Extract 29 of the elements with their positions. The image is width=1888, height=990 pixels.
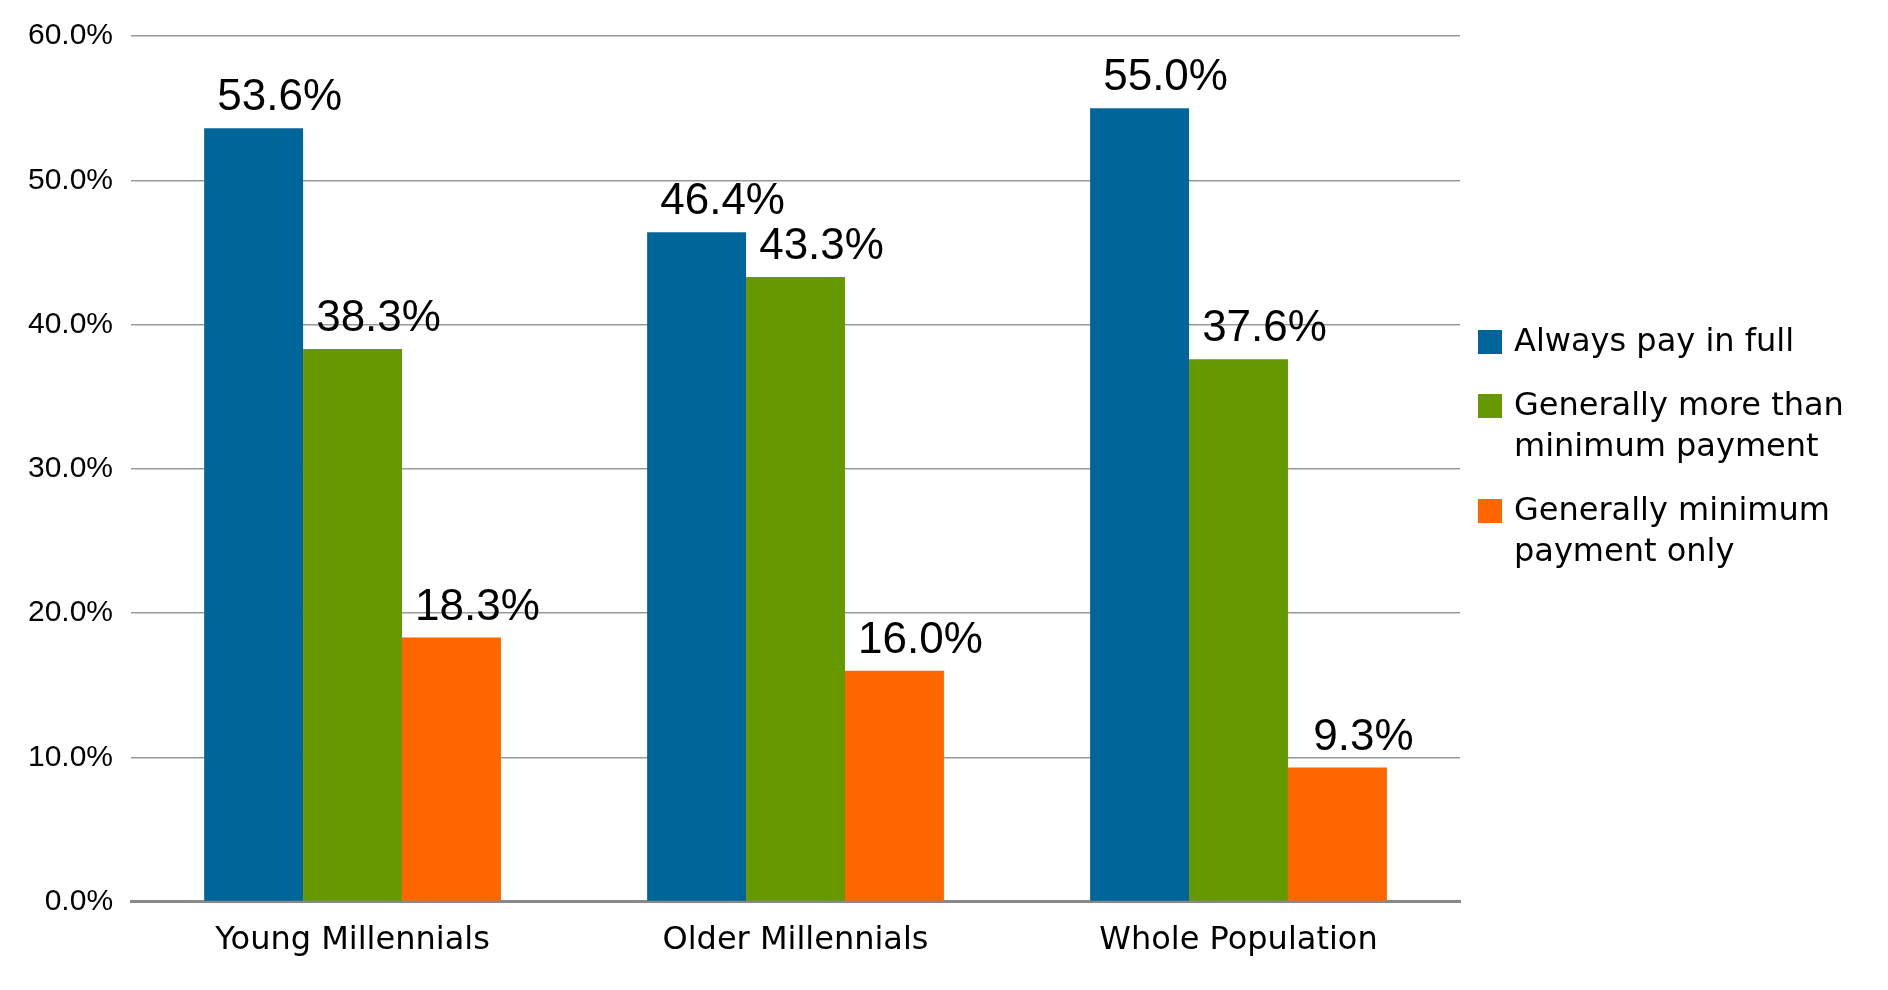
bar <box>1090 108 1190 901</box>
x-tick-label: Whole Population <box>1099 919 1378 958</box>
bar <box>647 232 747 901</box>
y-tick-label: 0.0% <box>44 882 114 916</box>
legend-label: Generally more than minimum payment <box>1514 383 1845 467</box>
data-label: 38.3% <box>316 291 441 341</box>
bar <box>204 128 304 901</box>
x-tick-label: Young Millennials <box>214 919 490 958</box>
bar <box>746 276 845 901</box>
y-tick-label: 30.0% <box>27 450 114 484</box>
data-label: 37.6% <box>1202 301 1327 351</box>
legend-label: Always pay in full <box>1514 320 1795 361</box>
y-tick-label: 20.0% <box>27 594 114 628</box>
x-tick-label: Older Millennials <box>662 919 929 958</box>
y-tick-label: 50.0% <box>27 161 114 195</box>
legend-label: Generally minimum payment only <box>1514 488 1831 572</box>
data-label: 18.3% <box>415 579 540 629</box>
y-tick-label: 10.0% <box>27 738 114 772</box>
y-tick-label: 40.0% <box>27 305 114 339</box>
bar <box>402 637 501 901</box>
data-label: 9.3% <box>1313 709 1414 759</box>
bar <box>1189 359 1288 901</box>
bar <box>1287 767 1387 901</box>
bar <box>845 670 944 901</box>
data-label: 53.6% <box>217 70 342 120</box>
data-label: 16.0% <box>858 612 983 662</box>
y-tick-label: 60.0% <box>27 17 114 51</box>
bar <box>303 349 403 901</box>
data-label: 55.0% <box>1103 50 1228 100</box>
